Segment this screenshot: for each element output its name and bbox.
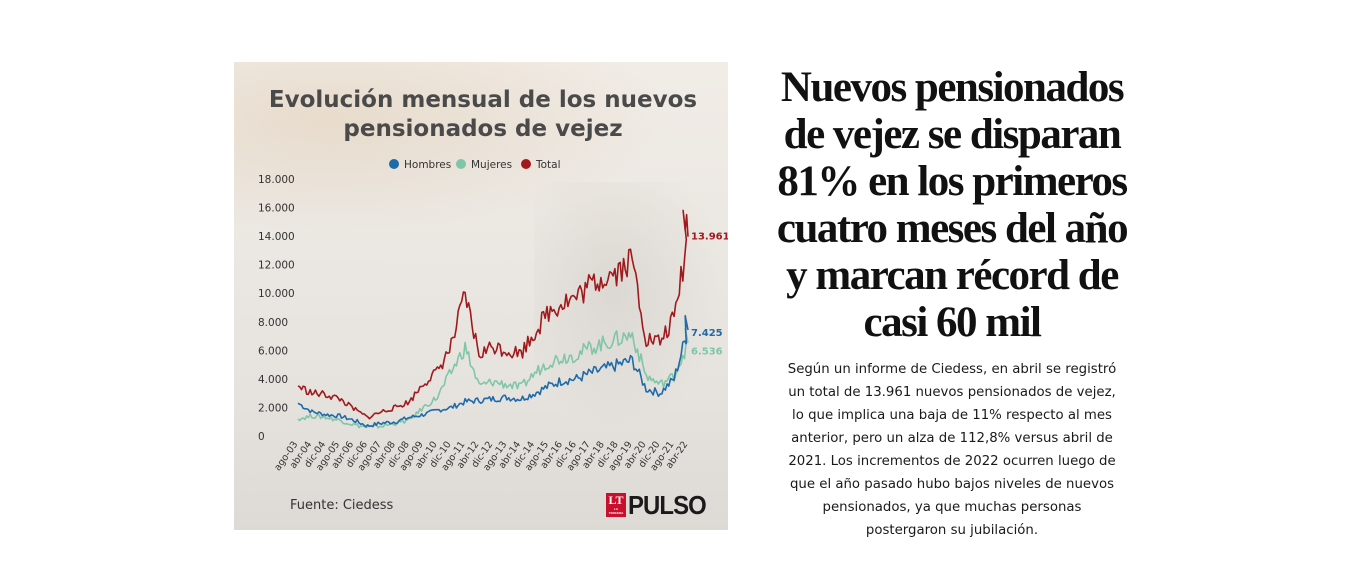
y-tick-label: 14.000 bbox=[258, 231, 295, 243]
lt-letters: LT bbox=[608, 493, 624, 507]
y-tick-label: 8.000 bbox=[258, 317, 288, 329]
lt-logo-box: LT LA TERCERA bbox=[606, 493, 626, 517]
chart-title: Evolución mensual de los nuevos pensiona… bbox=[268, 87, 698, 142]
series-line-hombres bbox=[297, 314, 689, 428]
y-tick-label: 10.000 bbox=[258, 288, 295, 300]
pulso-logo: LT LA TERCERA PULSO bbox=[606, 489, 713, 520]
y-tick-label: 2.000 bbox=[258, 402, 288, 414]
background-photo-figure bbox=[534, 182, 728, 442]
y-tick-label: 16.000 bbox=[258, 203, 295, 215]
y-tick-label: 6.000 bbox=[258, 345, 288, 357]
lt-subtext: LA TERCERA bbox=[608, 507, 624, 515]
legend-marker-hombres bbox=[389, 159, 399, 169]
chart-card: Evolución mensual de los nuevos pensiona… bbox=[234, 62, 728, 530]
series-line-total bbox=[297, 209, 689, 420]
y-tick-label: 12.000 bbox=[258, 260, 295, 272]
end-label-total: 13.961 bbox=[691, 232, 728, 243]
article-body: Según un informe de Ciedess, en abril se… bbox=[787, 362, 1117, 538]
end-label-hombres: 7.425 bbox=[691, 328, 723, 339]
legend-label-total: Total bbox=[535, 159, 561, 171]
line-chart: Hombres Mujeres Total 0 2.000 4.000 6.000 8.000… bbox=[258, 159, 728, 473]
end-label-mujeres: 6.536 bbox=[691, 347, 723, 358]
legend-label-mujeres: Mujeres bbox=[471, 159, 512, 171]
legend-marker-total bbox=[521, 159, 531, 169]
y-tick-label: 0 bbox=[258, 431, 265, 443]
y-tick-label: 4.000 bbox=[258, 374, 288, 386]
legend-label-hombres: Hombres bbox=[404, 159, 451, 171]
legend-marker-mujeres bbox=[456, 159, 466, 169]
background-photo-tint bbox=[234, 62, 728, 252]
pulso-brand: PULSO bbox=[628, 489, 707, 520]
y-tick-label: 18.000 bbox=[258, 174, 295, 186]
chart-source: Fuente: Ciedess bbox=[290, 498, 394, 513]
article-headline: Nuevos pensionados de vejez se disparan … bbox=[776, 64, 1129, 346]
series-line-mujeres bbox=[297, 327, 689, 429]
